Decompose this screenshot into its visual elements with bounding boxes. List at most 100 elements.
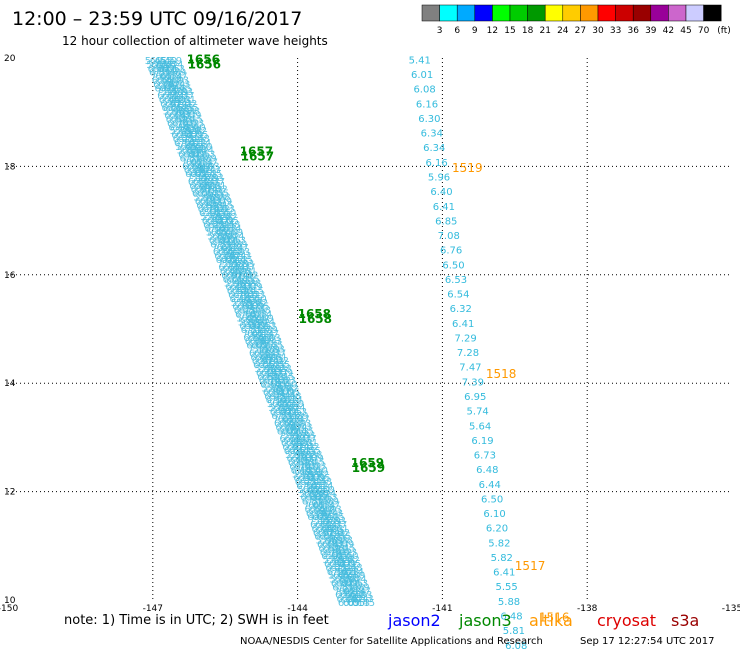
dense-track-value: 6.28	[210, 212, 232, 223]
dense-track-value: 5.83	[297, 469, 319, 480]
dense-track-value: 6.92	[280, 423, 302, 434]
dense-track-value: 6.81	[208, 220, 230, 231]
dense-track-value: 6.13	[294, 462, 316, 473]
dense-track-value: 7.02	[334, 586, 356, 597]
track-value: 7.29	[454, 333, 476, 344]
dense-track-value: 6.55	[213, 247, 235, 258]
dense-track-value: 6.37	[165, 72, 187, 83]
dense-track-value: 5.98	[222, 259, 244, 270]
dense-track-value: 6.13	[254, 321, 276, 332]
dense-track-value: 6.09	[305, 493, 327, 504]
dense-track-value: 6.28	[180, 126, 202, 137]
dense-track-value: 6.13	[205, 224, 227, 235]
dense-track-value: 5.83	[265, 364, 287, 375]
dense-track-value: 6.13	[230, 294, 252, 305]
dense-track-value: 6.28	[214, 251, 236, 262]
dense-track-value: 6.09	[240, 282, 262, 293]
dense-track-value: 6.74	[257, 356, 279, 367]
dense-track-value: 6.73	[274, 376, 296, 387]
dense-track-value: 6.81	[210, 239, 232, 250]
dense-track-value: 5.83	[324, 516, 346, 527]
dense-track-value: 6.13	[168, 122, 190, 133]
dense-track-value: 6.14	[225, 282, 247, 293]
track-value: 6.53	[445, 275, 467, 286]
dense-track-value: 6.13	[235, 309, 257, 320]
dense-track-value: 6.92	[185, 126, 207, 137]
dense-track-value: 5.79	[260, 364, 282, 375]
dense-track-value: 6.05	[343, 598, 365, 609]
dense-track-value: 6.05	[158, 64, 180, 75]
dense-track-value: 6.59	[316, 524, 338, 535]
dense-track-value: 7.15	[272, 372, 294, 383]
dense-track-value: 6.09	[181, 130, 203, 141]
dense-track-value: 5.79	[164, 68, 186, 79]
dense-track-value: 6.23	[167, 75, 189, 86]
dense-track-value: 5.98	[188, 134, 210, 145]
dense-track-value: 6.13	[292, 442, 314, 453]
colorbar-label: 42	[663, 26, 674, 36]
dense-track-value: 6.59	[318, 543, 340, 554]
dense-track-value: 6.28	[184, 165, 206, 176]
dense-track-value: 6.09	[307, 512, 329, 523]
dense-track-value: 6.23	[201, 200, 223, 211]
dense-track-value: 6.23	[173, 134, 195, 145]
dense-track-value: 6.37	[235, 282, 257, 293]
dense-track-value: 6.92	[187, 146, 209, 157]
dense-track-value: 5.83	[232, 259, 254, 270]
legend-jason3: jason3	[458, 611, 512, 630]
y-tick-label: 16	[4, 271, 16, 281]
dense-track-value: 6.40	[310, 504, 332, 515]
legend-jason2: jason2	[387, 611, 441, 630]
dense-track-value: 6.14	[281, 395, 303, 406]
dense-track-value: 6.73	[218, 263, 240, 274]
dense-track-value: 6.40	[245, 294, 267, 305]
dense-track-value: 6.37	[202, 216, 224, 227]
dense-track-value: 6.37	[325, 520, 347, 531]
dense-track-value: 6.13	[224, 235, 246, 246]
dense-track-value: 6.74	[163, 79, 185, 90]
dense-track-value: 7.02	[181, 157, 203, 168]
jason3-time-label: 1657	[240, 145, 273, 159]
dense-track-value: 5.45	[170, 83, 192, 94]
colorbar-swatch	[492, 4, 511, 22]
colorbar-label: 33	[610, 26, 621, 36]
dense-track-value: 5.98	[163, 107, 185, 118]
dense-track-value: 6.05	[219, 235, 241, 246]
dense-track-value: 6.55	[303, 485, 325, 496]
dense-track-value: 6.92	[282, 442, 304, 453]
colorbar-swatch	[527, 4, 546, 22]
dense-track-value: 6.73	[245, 309, 267, 320]
grid	[8, 58, 732, 600]
dense-track-value: 7.15	[181, 114, 203, 125]
dense-track-value: 6.37	[237, 302, 259, 313]
dense-track-value: 6.13	[203, 204, 225, 215]
dense-track-value: 6.55	[207, 189, 229, 200]
dense-track-value: 6.40	[340, 590, 362, 601]
dense-track-value: 6.14	[250, 309, 272, 320]
dense-track-value: 6.81	[239, 306, 261, 317]
track-value: 5.96	[428, 172, 450, 183]
dense-track-value: 6.55	[268, 360, 290, 371]
dense-track-value: 6.73	[249, 348, 271, 359]
dense-track-value: 6.14	[193, 177, 215, 188]
dense-track-value: 6.92	[250, 337, 272, 348]
dense-track-value: 6.28	[302, 469, 324, 480]
track-value: 6.41	[452, 319, 474, 330]
dense-track-value: 6.28	[239, 278, 261, 289]
dense-track-value: 6.14	[344, 586, 366, 597]
dense-track-value: 6.55	[209, 208, 231, 219]
colorbar-label: 27	[575, 26, 586, 36]
jason3-time-label: 1659	[351, 456, 384, 470]
dense-track-value: 6.37	[203, 177, 225, 188]
dense-track-value: 6.09	[275, 407, 297, 418]
dense-track-value: 6.13	[195, 169, 217, 180]
dense-track-value: 6.09	[242, 302, 264, 313]
dense-track-value: 6.92	[338, 555, 360, 566]
dense-track-value: 6.23	[295, 477, 317, 488]
dense-track-value: 6.28	[331, 536, 353, 547]
dense-track-value: 6.13	[315, 493, 337, 504]
dense-track-value: 6.14	[189, 138, 211, 149]
dense-track-value: 6.81	[204, 181, 226, 192]
colorbar-legend: 3 6 9 12 15 18 21 24 27 30 33 36 39 42 45 70 (ft)	[421, 4, 731, 36]
dense-track-value: 6.40	[220, 267, 242, 278]
